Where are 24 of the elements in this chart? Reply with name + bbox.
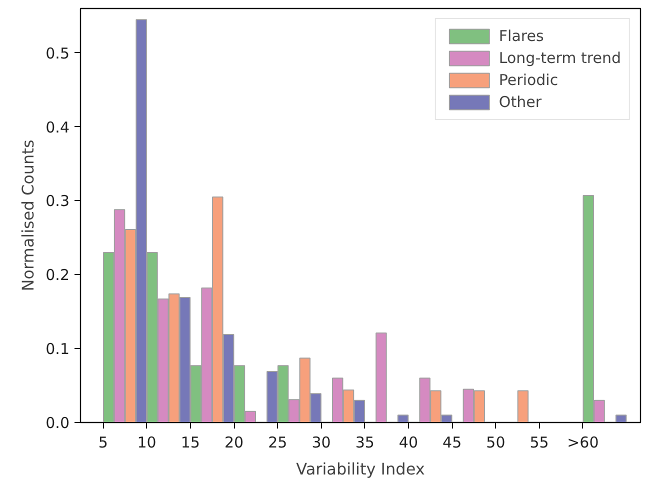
x-tick-label: 45: [442, 434, 462, 452]
x-tick-label: 55: [530, 434, 549, 452]
y-tick-label: 0.1: [46, 340, 70, 358]
x-tick-label: 40: [398, 434, 418, 452]
y-tick-label: 0.2: [46, 266, 70, 284]
x-tick-label: 30: [312, 434, 331, 452]
y-tick-label: 0.3: [46, 192, 70, 210]
x-tick-label: 50: [486, 434, 506, 452]
x-tick-label: 20: [224, 434, 244, 452]
y-tick-label: 0.5: [46, 44, 70, 62]
legend-label: Other: [498, 93, 542, 111]
x-tick-label: 25: [268, 434, 288, 452]
y-tick-label: 0.0: [46, 414, 70, 432]
x-tick-label: 15: [180, 434, 200, 452]
legend-label: Periodic: [498, 71, 558, 89]
legend-label: Flares: [498, 27, 544, 45]
x-tick-label: 35: [355, 434, 374, 452]
x-tick-label: >60: [567, 434, 599, 452]
y-tick-label: 0.4: [46, 118, 70, 136]
x-axis-title: Variability Index: [296, 460, 425, 478]
legend-label: Long-term trend: [498, 49, 621, 67]
x-tick-label: 5: [98, 434, 108, 452]
y-axis-title: Normalised Counts: [18, 140, 38, 292]
x-tick-label: 10: [137, 434, 156, 452]
